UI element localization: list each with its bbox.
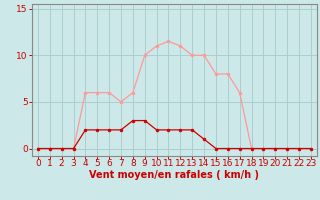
X-axis label: Vent moyen/en rafales ( km/h ): Vent moyen/en rafales ( km/h ) <box>89 170 260 180</box>
